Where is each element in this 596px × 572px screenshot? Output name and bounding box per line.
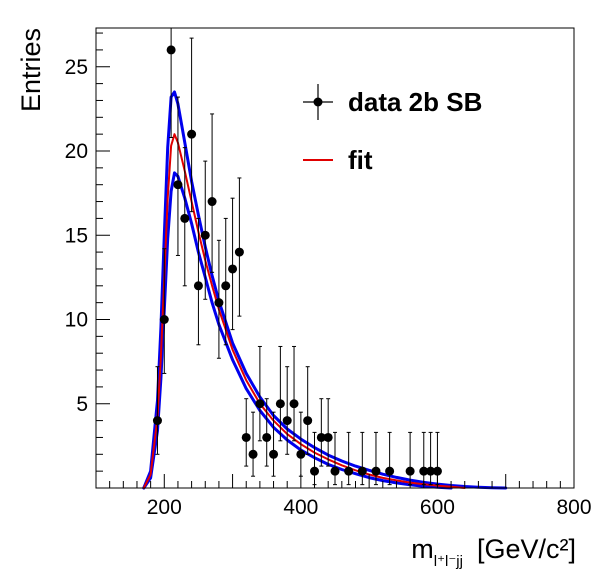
x-axis: 200 400 600 800 (95, 474, 592, 519)
data-point (303, 416, 313, 426)
x-axis-title: ml⁺l⁻jj [GeV/c²] (411, 534, 576, 570)
series-band-lower (142, 171, 453, 490)
x-tick-label: 400 (283, 496, 318, 519)
data-point (296, 449, 306, 459)
plot-points (152, 27, 442, 486)
data-point (316, 432, 326, 442)
legend-label-data: data 2b SB (348, 87, 482, 117)
legend-entry-fit: fit (303, 145, 373, 175)
y-tick-label: 10 (65, 309, 88, 332)
y-axis: 5 10 15 20 25 (65, 32, 110, 472)
data-point (200, 230, 210, 240)
data-point (187, 129, 197, 139)
x-tick-label: 600 (420, 496, 455, 519)
y-tick-label: 20 (65, 140, 88, 163)
legend-entry-data: data 2b SB (303, 84, 482, 120)
data-point (214, 298, 224, 308)
data-point (207, 197, 217, 207)
x-axis-title-sub: l⁺l⁻jj (434, 553, 463, 570)
x-tick-label: 800 (556, 496, 591, 519)
y-tick-label: 5 (76, 393, 88, 416)
data-point (330, 466, 340, 476)
data-point (159, 315, 169, 325)
data-point (310, 466, 320, 476)
data-point (275, 399, 285, 409)
data-point (262, 432, 272, 442)
data-point (371, 466, 381, 476)
series-line (142, 133, 466, 489)
x-tick-label: 200 (147, 496, 182, 519)
data-point (173, 180, 183, 190)
data-point (289, 399, 299, 409)
y-axis-title: Entries (16, 28, 46, 112)
data-point (426, 466, 436, 476)
data-point (385, 466, 395, 476)
data-point (234, 247, 244, 257)
data-point (152, 416, 162, 426)
data-point (269, 449, 279, 459)
data-point (255, 399, 265, 409)
data-point (357, 466, 367, 476)
legend: data 2b SB fit (303, 84, 482, 175)
data-point (432, 466, 442, 476)
x-axis-title-main: m (411, 534, 434, 564)
data-point (166, 45, 176, 55)
y-tick-label: 25 (65, 56, 88, 79)
legend-marker-dot (313, 97, 323, 107)
data-point (344, 466, 354, 476)
legend-label-fit: fit (348, 145, 373, 175)
data-point (419, 466, 429, 476)
data-point (228, 264, 238, 274)
data-point (180, 213, 190, 223)
data-point (323, 432, 333, 442)
data-point (248, 449, 258, 459)
data-point (241, 432, 251, 442)
x-axis-title-unit: [GeV/c²] (477, 534, 576, 564)
data-point (193, 281, 203, 291)
data-point (405, 466, 415, 476)
y-tick-label: 15 (65, 224, 88, 247)
data-point (221, 281, 231, 291)
data-point (282, 416, 292, 426)
plot-frame (95, 27, 575, 489)
